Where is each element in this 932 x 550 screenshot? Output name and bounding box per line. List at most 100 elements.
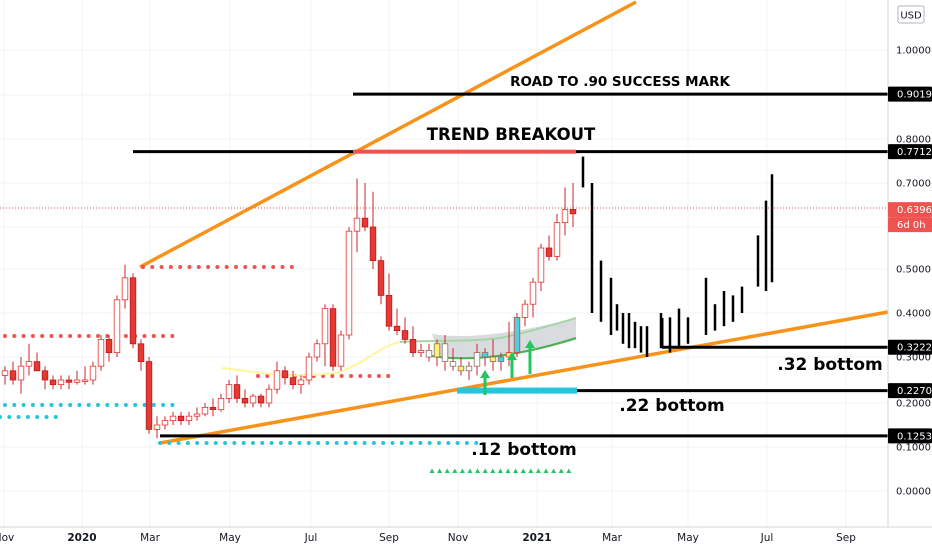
breakout-red-band xyxy=(353,149,576,154)
x-tick-label: Sep xyxy=(379,532,399,544)
candle-body xyxy=(193,413,201,417)
candle-body xyxy=(457,365,465,372)
support-dot xyxy=(297,441,302,445)
projected-bars xyxy=(581,156,774,357)
resistance-dot xyxy=(215,265,220,269)
support-dot xyxy=(0,415,2,419)
support-dot xyxy=(123,403,128,407)
yellow-ma xyxy=(221,341,401,377)
candle-body xyxy=(481,352,489,358)
annotation-text: ROAD TO .90 SUCCESS MARK xyxy=(510,74,730,90)
support-dot xyxy=(232,441,237,445)
x-tick-label: Mar xyxy=(602,532,622,544)
candle-body xyxy=(153,424,161,430)
green-triangle xyxy=(520,468,526,473)
price-tag-label: 0.9019 xyxy=(897,90,932,101)
candle-body xyxy=(281,370,289,379)
candle-body xyxy=(81,379,89,382)
candle-body xyxy=(321,308,329,345)
candle-body xyxy=(89,365,97,381)
resistance-dot xyxy=(12,334,17,338)
candle-body xyxy=(521,303,529,318)
candle-body xyxy=(561,208,569,223)
x-tick-label: Nov xyxy=(0,532,14,544)
support-dot xyxy=(371,441,376,445)
candle-body xyxy=(553,222,561,257)
candle-body xyxy=(97,338,105,367)
candle-body xyxy=(49,379,57,385)
support-dot xyxy=(409,441,414,445)
x-tick-label: Mar xyxy=(140,532,160,544)
support-dot xyxy=(213,441,218,445)
green-arrows xyxy=(480,340,535,395)
candle-body xyxy=(209,406,217,410)
annotation-text: .12 bottom xyxy=(471,440,577,460)
support-dot xyxy=(142,403,147,407)
candle-body xyxy=(353,217,361,232)
support-dot xyxy=(68,403,73,407)
resistance-dot xyxy=(196,265,201,269)
support-dot xyxy=(86,403,91,407)
resistance-dot xyxy=(206,265,211,269)
candle-body xyxy=(177,415,185,422)
resistance-dot xyxy=(178,265,183,269)
support-dot xyxy=(49,403,54,407)
support-dot xyxy=(474,441,479,445)
y-tick-label: 0.3000 xyxy=(896,353,931,364)
resistance-dot xyxy=(105,334,110,338)
candle-body xyxy=(393,325,401,332)
candle-body xyxy=(297,379,305,385)
x-tick-label: Sep xyxy=(836,532,856,544)
resistance-dot xyxy=(367,374,372,378)
resistance-dot xyxy=(330,374,335,378)
resistance-dot xyxy=(271,265,276,269)
support-dot xyxy=(158,441,162,445)
support-dot xyxy=(40,403,45,407)
support-dot xyxy=(288,441,293,445)
currency-label: USD xyxy=(900,11,922,22)
x-tick-label: Jul xyxy=(760,532,774,544)
candle-body xyxy=(145,361,153,430)
green-triangle xyxy=(505,468,511,473)
candle-body xyxy=(201,406,209,415)
resistance-dot xyxy=(3,334,7,338)
green-triangle xyxy=(482,468,488,473)
support-dot xyxy=(96,403,100,407)
candle-body xyxy=(185,415,193,422)
resistance-dot xyxy=(159,265,164,269)
resistance-dot xyxy=(123,334,128,338)
support-dot xyxy=(12,403,17,407)
support-dot xyxy=(437,441,441,445)
candle-body xyxy=(473,352,481,367)
price-tag-label: 0.6396 xyxy=(897,205,932,216)
lower-trendline xyxy=(159,310,889,445)
candle-body xyxy=(377,260,385,296)
x-tick-label: Nov xyxy=(448,532,469,544)
y-tick-label: 0.5000 xyxy=(896,265,931,276)
support-dot xyxy=(151,403,156,407)
currency-box[interactable] xyxy=(897,5,925,24)
resistance-dot xyxy=(252,265,257,269)
x-tick-label: 2020 xyxy=(67,532,96,544)
resistance-dot xyxy=(243,265,248,269)
candle-body xyxy=(265,388,273,404)
resistance-dot xyxy=(168,265,173,269)
y-tick-label: 0.0000 xyxy=(896,487,931,498)
green-triangle xyxy=(543,468,549,473)
candle-body xyxy=(137,343,145,362)
price-tag-bg xyxy=(888,428,932,444)
candle-body xyxy=(305,356,313,381)
upper-trendline xyxy=(139,0,637,269)
price-tag-bg xyxy=(888,339,932,355)
candle-body xyxy=(73,379,81,383)
green-triangle xyxy=(513,468,519,473)
resistance-dot xyxy=(77,334,82,338)
candle-body xyxy=(529,281,537,305)
y-tick-label: 1.0000 xyxy=(896,46,931,57)
green-triangle xyxy=(429,468,435,473)
support-dot xyxy=(381,441,386,445)
candle-body xyxy=(537,247,545,283)
drawings xyxy=(139,0,889,445)
support-dot xyxy=(30,403,35,407)
